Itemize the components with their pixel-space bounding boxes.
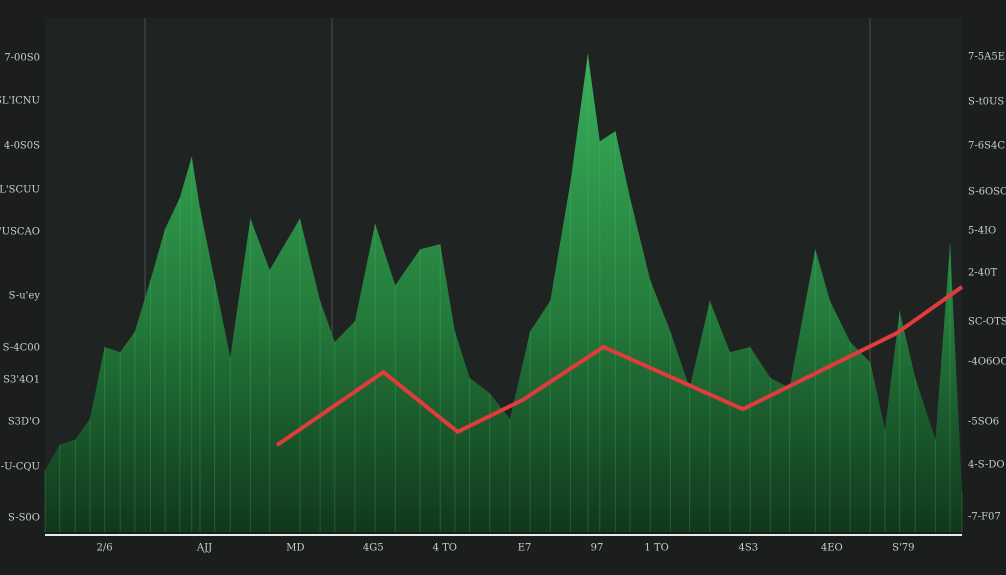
y-tick-label: S3D'O <box>8 417 40 428</box>
y2-tick-label: -4O6OO <box>968 356 1006 367</box>
y2-tick-label: 7-6S4C <box>968 140 1005 151</box>
y2-tick-label: 7-5A5E <box>968 52 1005 63</box>
y-tick-label: S-S0O <box>8 513 40 524</box>
y-tick-label: SL'ICNU <box>0 95 40 106</box>
line <box>275 285 964 447</box>
x-tick-label: 4EO <box>821 543 843 554</box>
y2-tick-label: -7-F07 <box>968 512 1001 523</box>
y2-tick-label: SC-OTS <box>968 316 1006 327</box>
area <box>45 53 962 532</box>
x-tick-label: 4G5 <box>363 543 384 554</box>
y-tick-label: 7-00S0 <box>4 53 40 64</box>
x-tick-label: 1 TO <box>644 543 668 554</box>
y-tick-label: S-u'ey <box>9 291 41 302</box>
y-tick-label: S'USCAO <box>0 226 40 237</box>
y-tick-label: 4-0S0S <box>4 140 40 151</box>
x-tick-label: 4S3 <box>739 543 759 554</box>
y-tick-label: S3'4O1 <box>3 374 40 385</box>
y-tick-label: S-U-CQU <box>0 462 40 473</box>
x-tick-label: 4 TO <box>433 543 457 554</box>
y2-tick-label: 4-S-DO <box>968 460 1005 471</box>
x-tick-label: E7 <box>518 543 532 554</box>
y2-tick-label: -5SO6 <box>968 417 999 428</box>
x-tick-label: 2/6 <box>97 543 113 554</box>
x-tick-label: MD <box>286 543 304 554</box>
x-tick-label: AJJ <box>196 543 212 554</box>
x-tick-label: S'79 <box>892 543 914 554</box>
y-tick-label: SL'SCUU <box>0 185 40 196</box>
y2-tick-label: 5-4IO <box>968 225 996 236</box>
y2-tick-label: 2-40T <box>968 267 997 278</box>
y-tick-label: S-4C00 <box>3 342 40 353</box>
y2-tick-label: S-6OSO <box>968 187 1006 198</box>
x-tick-label: 97 <box>591 543 604 554</box>
y2-tick-label: S-t0US <box>968 96 1004 107</box>
